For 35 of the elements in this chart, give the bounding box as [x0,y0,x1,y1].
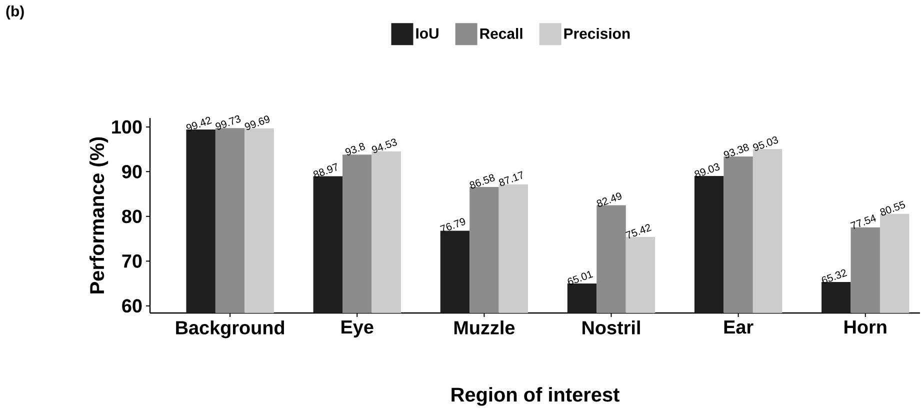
x-tick-label: Muzzle [454,320,515,334]
legend-label: Precision [564,28,630,39]
y-tick-label: 80 [122,210,142,224]
data-label: 65.01 [568,270,594,285]
data-label: 95.03 [753,136,778,151]
data-label: 94.53 [372,138,397,154]
data-label: 87.17 [498,171,522,186]
x-tick-label: Horn [844,320,886,334]
y-axis-title: Performance (%) [89,137,108,294]
x-tick-label: Nostril [582,320,640,334]
x-tick-label: Background [176,320,284,338]
y-tick-label: 90 [122,164,142,178]
y-tick-label: 70 [122,254,142,268]
data-label: 76.79 [440,218,466,232]
data-label: 77.54 [850,214,876,230]
y-tick-label: 60 [122,299,142,313]
data-label: 82.49 [596,192,622,207]
data-label: 86.58 [470,174,495,189]
legend-label: Recall [480,28,522,39]
data-label: 89.03 [694,163,720,178]
y-tick-label: 100 [112,120,142,134]
x-tick-label: Ear [724,320,754,334]
legend-label: IoU [416,28,438,39]
data-label: 88.97 [313,163,337,178]
data-label: 93.8 [345,142,365,156]
data-label: 99.73 [216,115,241,130]
data-label: 80.55 [880,200,906,216]
data-label: 65.32 [822,269,848,284]
x-axis-title: Region of interest [452,387,620,406]
text: (b) [6,6,24,20]
data-label: 99.69 [244,116,270,130]
data-label: 99.42 [186,116,212,132]
data-label: 93.38 [724,144,749,158]
data-label: 75.42 [625,224,652,239]
x-tick-label: Eye [342,320,374,338]
